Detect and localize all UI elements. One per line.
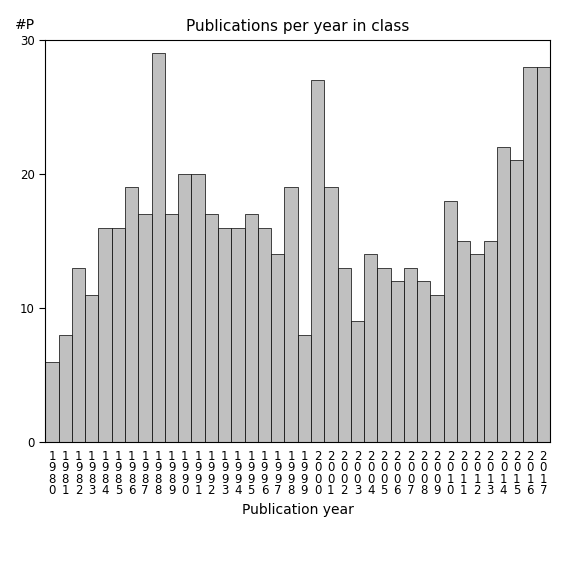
Bar	[112, 227, 125, 442]
Bar	[285, 187, 298, 442]
Bar	[430, 295, 444, 442]
Bar	[125, 187, 138, 442]
Bar	[165, 214, 178, 442]
Bar	[364, 255, 378, 442]
Bar	[231, 227, 244, 442]
Bar	[244, 214, 258, 442]
Bar	[58, 335, 72, 442]
Bar	[258, 227, 271, 442]
Bar	[99, 227, 112, 442]
Bar	[404, 268, 417, 442]
Bar	[72, 268, 85, 442]
Y-axis label: #P: #P	[15, 18, 35, 32]
Bar	[470, 255, 484, 442]
Bar	[192, 174, 205, 442]
X-axis label: Publication year: Publication year	[242, 503, 354, 517]
Bar	[151, 53, 165, 442]
Bar	[324, 187, 337, 442]
Bar	[85, 295, 99, 442]
Bar	[523, 66, 537, 442]
Bar	[138, 214, 151, 442]
Bar	[444, 201, 457, 442]
Bar	[484, 241, 497, 442]
Bar	[351, 321, 364, 442]
Bar	[218, 227, 231, 442]
Bar	[510, 160, 523, 442]
Bar	[178, 174, 192, 442]
Bar	[45, 362, 58, 442]
Bar	[378, 268, 391, 442]
Bar	[298, 335, 311, 442]
Bar	[311, 80, 324, 442]
Bar	[337, 268, 351, 442]
Bar	[271, 255, 285, 442]
Bar	[205, 214, 218, 442]
Title: Publications per year in class: Publications per year in class	[186, 19, 409, 35]
Bar	[537, 66, 550, 442]
Bar	[457, 241, 470, 442]
Bar	[391, 281, 404, 442]
Bar	[497, 147, 510, 442]
Bar	[417, 281, 430, 442]
